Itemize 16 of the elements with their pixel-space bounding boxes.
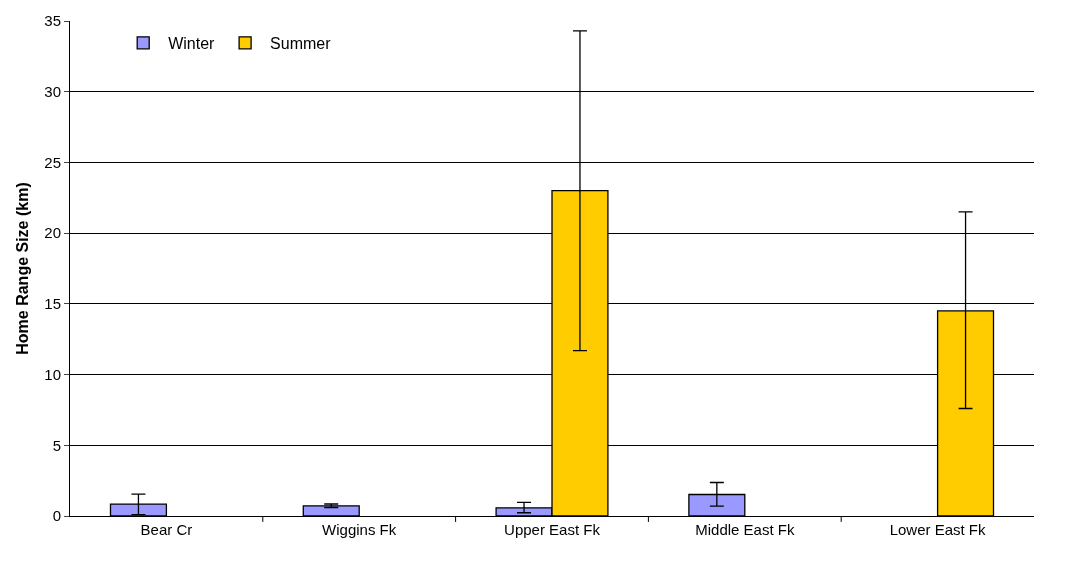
x-tick-label: Middle East Fk [695,521,795,538]
y-tick-label: 5 [52,436,61,454]
legend-label: Winter [168,35,216,53]
y-tick-label: 0 [52,507,61,525]
y-tick-label: 35 [44,12,61,30]
x-tick-label: Upper East Fk [504,521,601,538]
y-tick-label: 25 [44,153,61,171]
y-tick-label: 10 [44,365,61,383]
y-tick-label: 15 [44,295,61,313]
y-tick-label: 30 [44,82,61,100]
x-tick-label: Bear Cr [140,521,193,538]
y-tick-label: 20 [44,224,61,242]
legend-label: Summer [270,35,332,53]
x-tick-label: Lower East Fk [889,521,987,538]
y-axis-title: Home Range Size (km) [14,182,31,355]
x-tick-label: Wiggins Fk [322,521,397,538]
